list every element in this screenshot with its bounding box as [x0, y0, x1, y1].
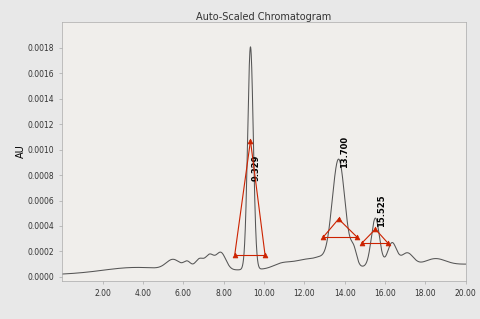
Y-axis label: AU: AU	[16, 145, 26, 159]
Title: Auto-Scaled Chromatogram: Auto-Scaled Chromatogram	[196, 11, 332, 22]
Text: 13.700: 13.700	[340, 136, 349, 168]
Text: 9.329: 9.329	[252, 154, 261, 181]
Text: 15.525: 15.525	[377, 194, 385, 227]
